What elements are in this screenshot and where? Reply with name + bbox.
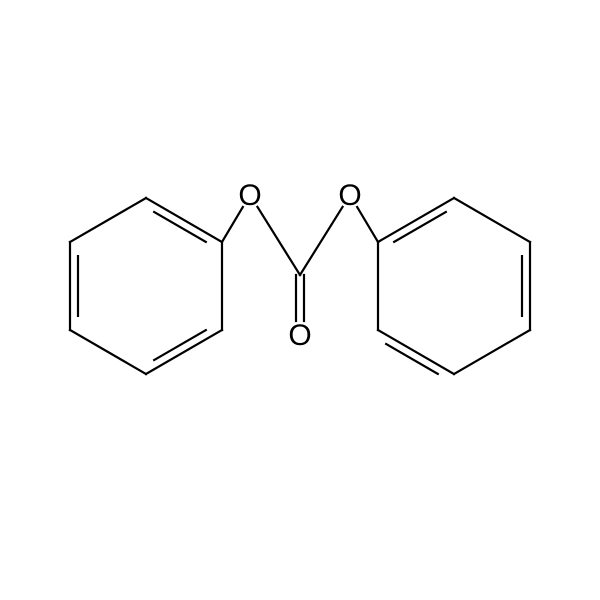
molecule-diagram: O O O bbox=[0, 0, 600, 600]
atom-label: O bbox=[288, 319, 311, 352]
atom-label: O bbox=[338, 179, 361, 212]
atom-label: O bbox=[238, 179, 261, 212]
